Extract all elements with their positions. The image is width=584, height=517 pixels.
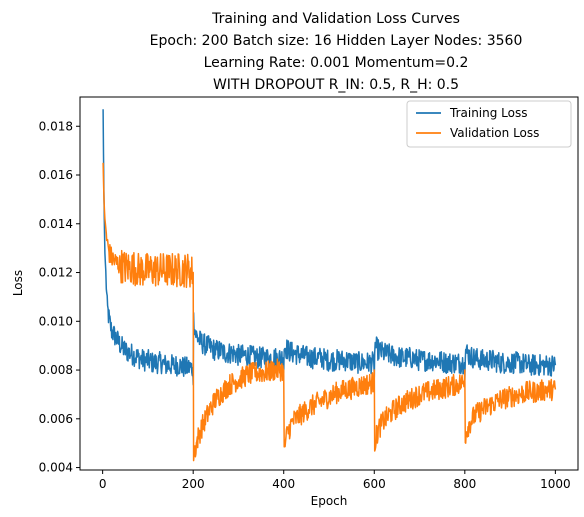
legend-box [406, 100, 572, 148]
y-tick-label: 0.014 [39, 217, 73, 231]
title-line-1: Training and Validation Loss Curves [211, 11, 460, 27]
y-tick-label: 0.008 [39, 363, 73, 377]
y-tick-label: 0.004 [39, 461, 73, 475]
x-tick-label: 400 [272, 477, 295, 491]
y-tick-label: 0.012 [39, 266, 73, 280]
plot-frame [79, 96, 579, 471]
x-tick-label: 600 [363, 477, 386, 491]
x-tick-label: 0 [99, 477, 107, 491]
x-axis-ticks: 0 200 400 600 800 1000 [99, 470, 571, 491]
x-tick-label: 800 [453, 477, 476, 491]
y-axis-label: Loss [11, 270, 25, 296]
x-tick-label: 1000 [540, 477, 571, 491]
y-tick-label: 0.006 [39, 412, 73, 426]
x-axis-label: Epoch [311, 494, 348, 508]
validation-loss-line [102, 162, 557, 462]
legend-label-validation: Validation Loss [450, 126, 539, 140]
title-line-4: WITH DROPOUT R_IN: 0.5, R_H: 0.5 [213, 77, 459, 93]
y-tick-label: 0.010 [39, 314, 73, 328]
y-tick-label: 0.016 [39, 168, 73, 182]
title-line-2: Epoch: 200 Batch size: 16 Hidden Layer N… [150, 33, 523, 49]
series-layer [102, 109, 557, 462]
legend-label-training: Training Loss [449, 106, 527, 120]
chart-title: Training and Validation Loss Curves Epoc… [150, 11, 523, 93]
training-loss-line [102, 109, 557, 386]
legend: Training Loss Validation Loss [406, 100, 572, 148]
x-tick-label: 200 [182, 477, 205, 491]
y-axis-ticks: 0.004 0.006 0.008 0.010 0.012 0.014 0.016 0.018 [39, 119, 80, 475]
title-line-3: Learning Rate: 0.001 Momentum=0.2 [204, 55, 469, 71]
y-tick-label: 0.018 [39, 119, 73, 133]
